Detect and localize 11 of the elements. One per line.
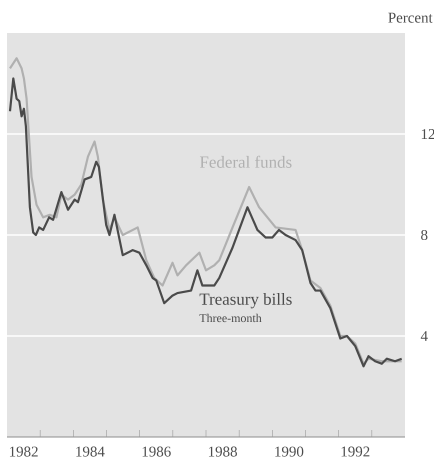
x-tick-label: 1988 bbox=[208, 446, 237, 457]
y-tick-label: 8 bbox=[421, 230, 428, 240]
x-tick-label: 1990 bbox=[275, 446, 304, 457]
y-axis-title: Percent bbox=[388, 12, 433, 23]
x-tick-label: 1986 bbox=[142, 446, 171, 457]
series-label: Treasury bills bbox=[200, 292, 292, 308]
x-tick-label: 1992 bbox=[342, 446, 370, 457]
x-tick-label: 1984 bbox=[76, 446, 105, 457]
y-tick-label: 4 bbox=[420, 331, 428, 341]
annotation: Three-month bbox=[200, 314, 262, 322]
x-tick-label: 1982 bbox=[10, 446, 38, 457]
